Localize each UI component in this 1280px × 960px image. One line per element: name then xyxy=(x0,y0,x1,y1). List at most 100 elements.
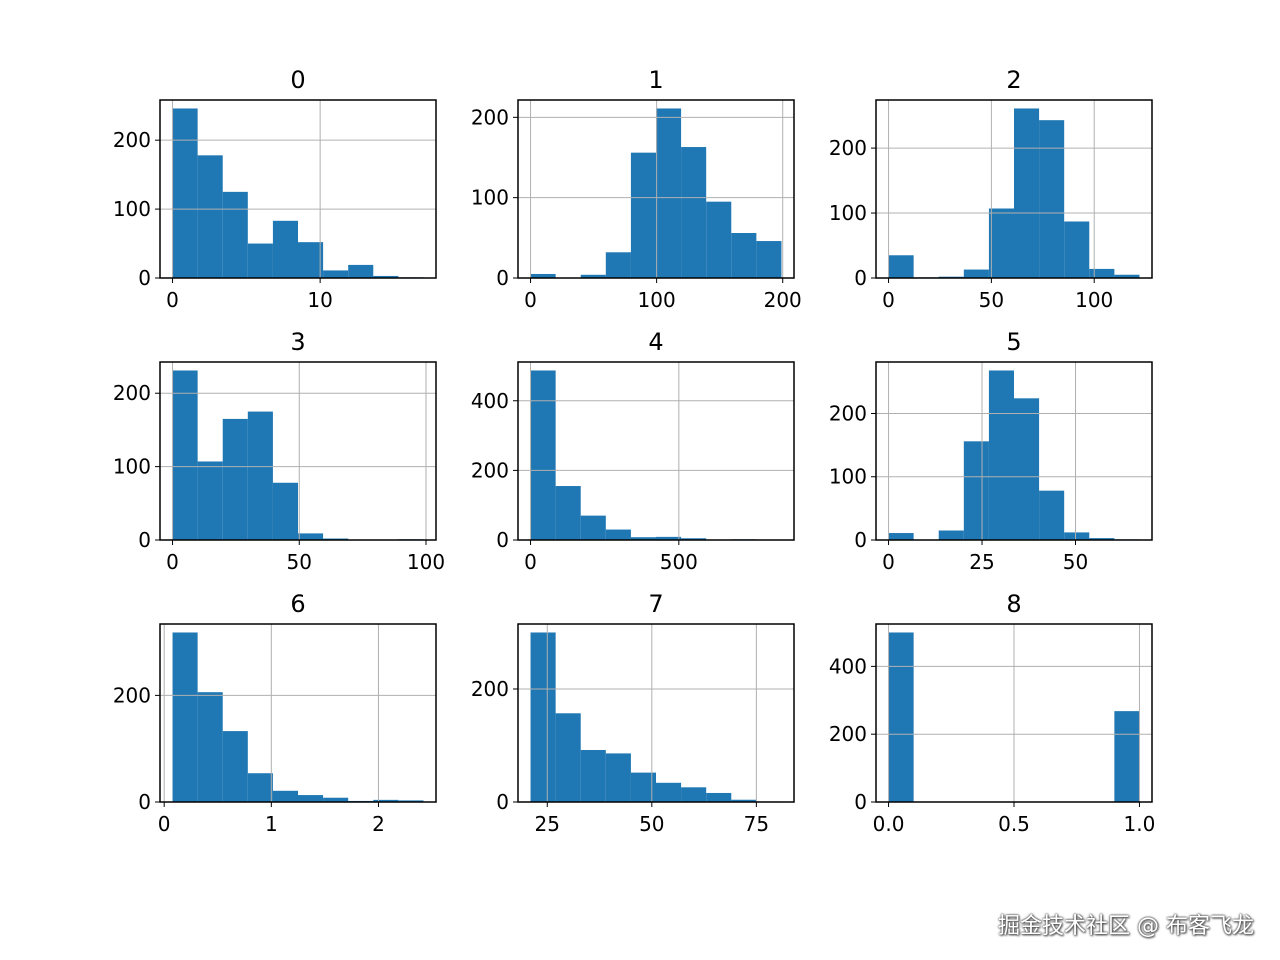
histogram-bar xyxy=(681,538,707,540)
histogram-bar xyxy=(1064,221,1090,278)
x-tick-label: 10 xyxy=(307,288,332,312)
subplot-4: 0 500 0 200 400 4 xyxy=(471,328,795,574)
subplot-title: 4 xyxy=(648,328,663,356)
subplot-title: 1 xyxy=(648,66,663,94)
y-tick-label: 100 xyxy=(113,197,151,221)
histogram-bar xyxy=(247,773,273,802)
x-tick-label: 200 xyxy=(764,288,802,312)
histogram-bar xyxy=(272,482,298,540)
watermark: 掘金技术社区 @ 布客飞龙 xyxy=(998,914,1254,939)
y-tick-label: 0 xyxy=(496,790,509,814)
histogram-bar xyxy=(1114,711,1140,802)
subplot-title: 2 xyxy=(1006,66,1021,94)
subplot-6: 0 1 2 0 200 6 xyxy=(113,590,437,836)
x-tick-label: 0 xyxy=(882,550,895,574)
x-tick-label: 0 xyxy=(166,288,179,312)
histogram-bar xyxy=(323,270,349,278)
histogram-bar xyxy=(222,731,248,802)
histogram-bar xyxy=(1114,274,1140,278)
axes-frame xyxy=(159,99,437,279)
x-tick-label: 0 xyxy=(524,550,537,574)
histogram-bar xyxy=(988,208,1014,278)
x-tick-label: 0.5 xyxy=(998,812,1030,836)
y-tick-label: 0 xyxy=(138,266,151,290)
x-tick-label: 50 xyxy=(287,550,312,574)
histogram-bar xyxy=(706,792,732,802)
y-tick-label: 0 xyxy=(496,266,509,290)
axes-frame xyxy=(517,361,795,541)
histogram-bar xyxy=(373,799,399,802)
x-tick-label: 25 xyxy=(969,550,994,574)
histogram-bar xyxy=(1064,532,1090,540)
histogram-bar xyxy=(888,632,914,802)
histogram-bar xyxy=(555,713,581,802)
y-tick-label: 100 xyxy=(829,465,867,489)
x-tick-label: 25 xyxy=(535,812,560,836)
y-tick-label: 100 xyxy=(113,455,151,479)
subplot-1: 0 100 200 0 100 200 1 xyxy=(471,66,802,312)
x-tick-label: 50 xyxy=(979,288,1004,312)
histogram-bar xyxy=(630,152,656,278)
axes-frame xyxy=(159,361,437,541)
subplot-title: 5 xyxy=(1006,328,1021,356)
histogram-bar xyxy=(1089,268,1115,278)
histogram-bar xyxy=(756,241,782,278)
histogram-bar xyxy=(681,787,707,802)
histogram-bar xyxy=(272,220,298,278)
x-tick-label: 100 xyxy=(407,550,445,574)
subplot-title: 7 xyxy=(648,590,663,618)
histogram-bar xyxy=(580,515,606,540)
histogram-bar xyxy=(1014,108,1040,278)
histogram-bar xyxy=(197,692,223,802)
axes-frame xyxy=(517,99,795,279)
subplot-3: 0 50 100 0 100 200 3 xyxy=(113,328,445,574)
histogram-bar xyxy=(656,536,682,540)
histogram-bar xyxy=(706,201,732,278)
histogram-bar xyxy=(222,191,248,278)
y-tick-label: 200 xyxy=(829,401,867,425)
histogram-bar xyxy=(247,243,273,278)
axes-frame xyxy=(875,99,1153,279)
subplot-8: 0.0 0.5 1.0 0 200 400 8 xyxy=(829,590,1156,836)
histogram-bar xyxy=(580,274,606,278)
histogram-bar xyxy=(272,790,298,802)
histogram-bar xyxy=(938,530,964,540)
histogram-bar xyxy=(197,461,223,540)
histogram-bar xyxy=(1014,398,1040,540)
histogram-bar xyxy=(172,108,198,278)
y-tick-label: 0 xyxy=(138,790,151,814)
subplot-title: 8 xyxy=(1006,590,1021,618)
histogram-bar xyxy=(373,275,399,278)
axes-frame xyxy=(517,623,795,803)
x-tick-label: 0 xyxy=(158,812,171,836)
histogram-bar xyxy=(605,252,631,278)
histogram-bar xyxy=(731,799,757,802)
histogram-bar xyxy=(656,782,682,802)
y-tick-label: 200 xyxy=(471,458,509,482)
y-tick-label: 0 xyxy=(138,528,151,552)
histogram-bar xyxy=(172,632,198,802)
histogram-bar xyxy=(530,273,556,278)
y-tick-label: 200 xyxy=(471,677,509,701)
histogram-bar xyxy=(580,750,606,802)
x-tick-label: 75 xyxy=(744,812,769,836)
histogram-bar xyxy=(731,233,757,278)
x-tick-label: 100 xyxy=(638,288,676,312)
y-tick-label: 400 xyxy=(829,654,867,678)
y-tick-label: 200 xyxy=(471,105,509,129)
y-tick-label: 0 xyxy=(854,528,867,552)
histogram-bar xyxy=(398,800,424,802)
histogram-bar xyxy=(963,441,989,540)
histogram-bar xyxy=(298,242,324,278)
subplot-title: 6 xyxy=(290,590,305,618)
x-tick-label: 50 xyxy=(639,812,664,836)
histogram-bar xyxy=(888,255,914,278)
subplot-title: 0 xyxy=(290,66,305,94)
y-tick-label: 200 xyxy=(829,722,867,746)
y-tick-label: 0 xyxy=(496,528,509,552)
x-tick-label: 0.0 xyxy=(873,812,905,836)
subplot-5: 0 25 50 0 100 200 5 xyxy=(829,328,1153,574)
histogram-bar xyxy=(348,264,374,278)
